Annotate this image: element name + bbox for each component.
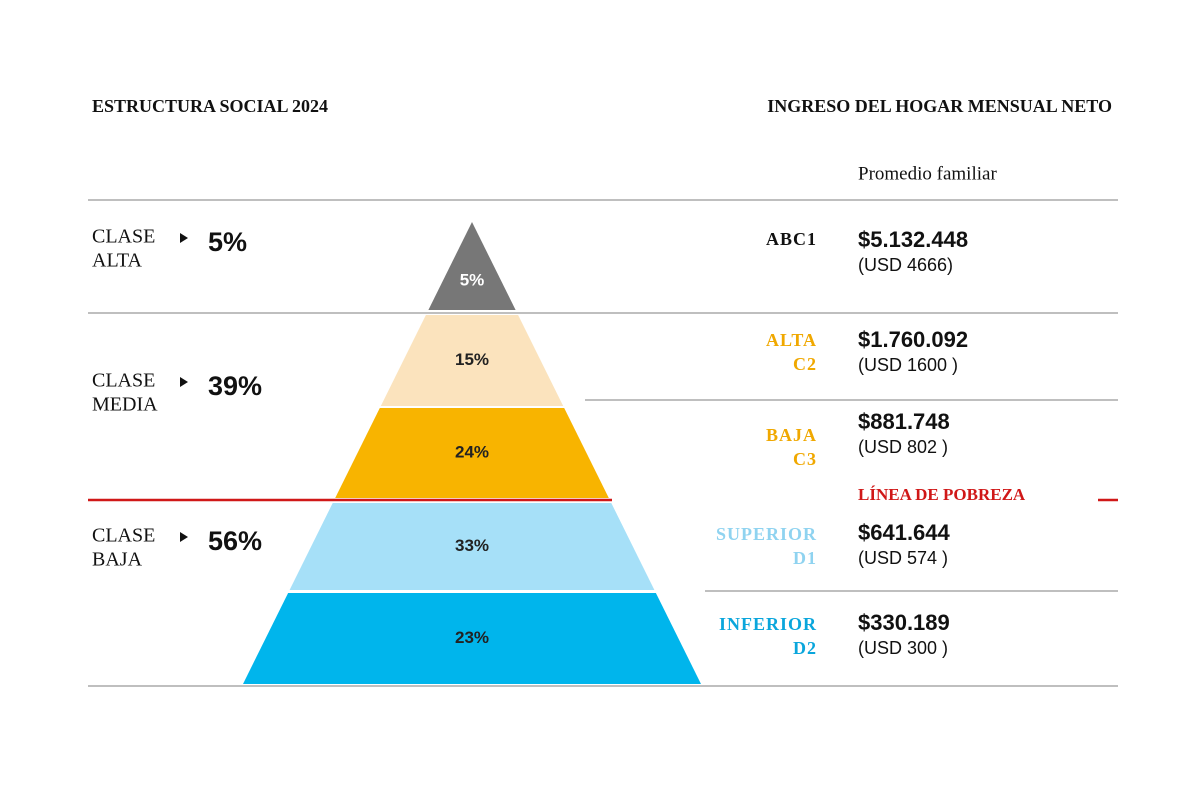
class-label: CLASE (92, 370, 155, 392)
pyramid: 5% 15% 24% 33% 23% (243, 222, 701, 684)
class-label: MEDIA (92, 394, 158, 416)
pyramid-label: 24% (455, 442, 489, 461)
segment-amount: $641.644 (858, 520, 951, 545)
pyramid-label: 33% (455, 536, 489, 555)
class-percent: 56% (208, 526, 262, 556)
segment-name: ALTA (766, 330, 817, 350)
class-percent: 5% (208, 227, 247, 257)
segment-amount: $5.132.448 (858, 227, 968, 252)
class-label: ALTA (92, 250, 142, 272)
class-label: CLASE (92, 226, 155, 248)
arrow (180, 532, 188, 542)
class-percent: 39% (208, 371, 262, 401)
pyramid-segment (335, 408, 609, 498)
segment-usd: (USD 802 ) (858, 437, 948, 457)
segment-name: D1 (793, 548, 817, 568)
segment-name: C2 (793, 354, 817, 374)
class-label: BAJA (92, 549, 143, 571)
segment-amount: $881.748 (858, 409, 950, 434)
segment-name: SUPERIOR (716, 524, 817, 544)
segment-name: C3 (793, 449, 817, 469)
segment-usd: (USD 574 ) (858, 548, 948, 568)
right-title: INGRESO DEL HOGAR MENSUAL NETO (767, 96, 1112, 116)
column-label: Promedio familiar (858, 163, 997, 184)
segment-amount: $330.189 (858, 610, 950, 635)
segment-amount: $1.760.092 (858, 327, 968, 352)
pyramid-label: 15% (455, 350, 489, 369)
pyramid-segment (428, 222, 516, 310)
segment-name: INFERIOR (719, 614, 817, 634)
segment-usd: (USD 300 ) (858, 638, 948, 658)
segment-name: ABC1 (766, 229, 817, 249)
left-title: ESTRUCTURA SOCIAL 2024 (92, 96, 328, 116)
segment-name: BAJA (766, 425, 817, 445)
class-label: CLASE (92, 525, 155, 547)
pyramid-segment (243, 593, 701, 684)
segment-name: D2 (793, 638, 817, 658)
pyramid-segment (289, 503, 655, 590)
segment-usd: (USD 1600 ) (858, 355, 958, 375)
pyramid-label: 5% (460, 270, 485, 289)
poverty-label: LÍNEA DE POBREZA (858, 485, 1026, 504)
arrow (180, 377, 188, 387)
pyramid-label: 23% (455, 628, 489, 647)
arrow (180, 233, 188, 243)
segment-usd: (USD 4666) (858, 255, 953, 275)
pyramid-segment (380, 315, 564, 406)
